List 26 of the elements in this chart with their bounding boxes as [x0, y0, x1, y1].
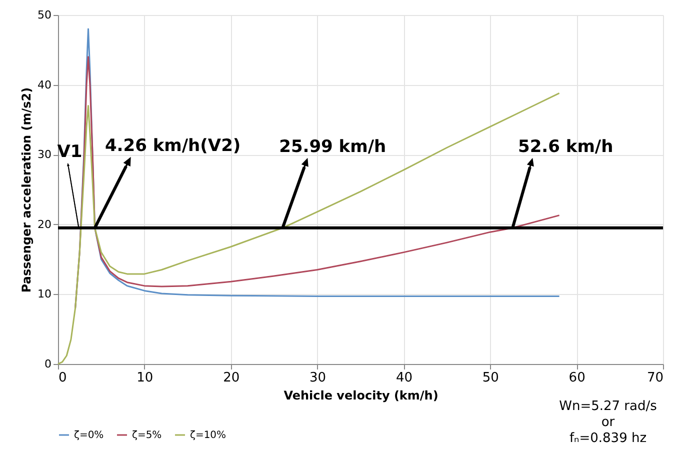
x-tick-label: 10	[136, 370, 154, 386]
x-tick-label: 20	[223, 370, 240, 386]
legend-label: ζ=5%	[132, 430, 162, 441]
x-axis-title: Vehicle velocity (km/h)	[284, 388, 438, 402]
x-tick-label: 40	[396, 370, 412, 386]
annotation: 4.26 km/h(V2)	[104, 136, 241, 156]
x-tick-label: 0	[58, 370, 67, 386]
legend-label: ζ=10%	[190, 430, 226, 441]
y-axis-title: Passenger acceleration (m/s2)	[20, 87, 34, 293]
text: or	[601, 415, 616, 430]
y-tick-label: 40	[38, 78, 52, 92]
y-tick-label: 50	[38, 8, 52, 22]
x-tick-label: 30	[310, 370, 326, 386]
legend-label: ζ=0%	[74, 430, 104, 441]
y-tick-label: 0	[44, 358, 52, 370]
x-tick-label: 50	[482, 370, 499, 386]
text: fₙ=0.839 hz	[569, 431, 647, 446]
annotation: V1	[57, 142, 82, 162]
y-tick-label: 20	[38, 218, 52, 231]
y-tick-label: 10	[38, 288, 52, 301]
x-tick-label: 70	[646, 370, 664, 386]
text: Wn=5.27 rad/s	[559, 399, 658, 414]
x-tick-label: 60	[568, 370, 586, 386]
annotation: 52.6 km/h	[518, 136, 614, 157]
annotation: 25.99 km/h	[279, 136, 386, 157]
y-tick-label: 30	[38, 148, 52, 162]
